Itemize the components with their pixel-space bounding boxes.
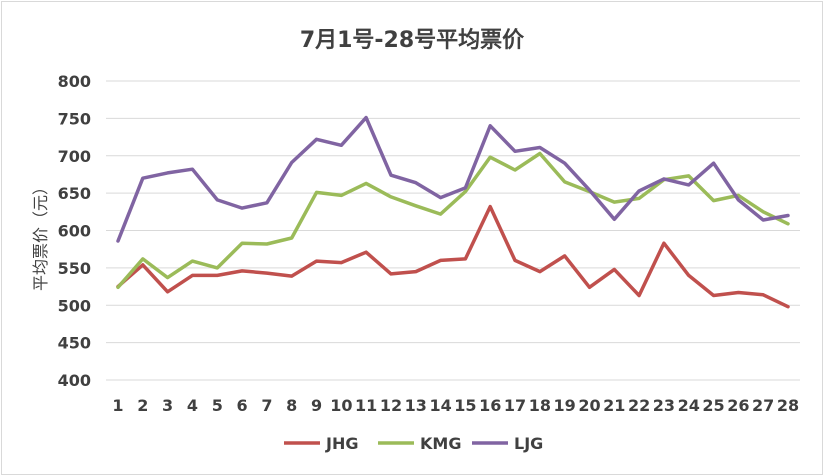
x-tick-label: 4 bbox=[187, 396, 198, 415]
x-tick-label: 24 bbox=[678, 396, 700, 415]
x-tick-label: 12 bbox=[380, 396, 402, 415]
x-tick-label: 9 bbox=[311, 396, 322, 415]
y-tick-label: 700 bbox=[58, 147, 91, 166]
x-tick-label: 20 bbox=[578, 396, 600, 415]
series-lines bbox=[116, 115, 790, 309]
y-tick-label: 600 bbox=[58, 222, 91, 241]
x-tick-label: 8 bbox=[286, 396, 297, 415]
x-tick-label: 19 bbox=[554, 396, 576, 415]
y-tick-label: 500 bbox=[58, 296, 91, 315]
chart-title: 7月1号-28号平均票价 bbox=[300, 27, 525, 53]
x-tick-labels: 1 2 3 4 5 6 7 8 9 10 11 12 13 14 15 16 17 18 19 20 21 22 23 24 2… bbox=[112, 396, 799, 415]
x-tick-label: 17 bbox=[504, 396, 526, 415]
x-tick-label: 28 bbox=[777, 396, 799, 415]
x-tick-label: 22 bbox=[628, 396, 650, 415]
x-tick-label: 27 bbox=[752, 396, 774, 415]
x-tick-label: 23 bbox=[653, 396, 675, 415]
series-line-kmg bbox=[116, 151, 790, 290]
y-tick-label: 550 bbox=[58, 259, 91, 278]
series-line-ljg bbox=[116, 115, 790, 243]
y-tick-label: 650 bbox=[58, 184, 91, 203]
y-tick-label: 800 bbox=[58, 72, 91, 91]
y-tick-label: 750 bbox=[58, 109, 91, 128]
y-axis-label: 平均票价（元） bbox=[31, 179, 50, 291]
gridlines bbox=[106, 80, 800, 381]
x-tick-label: 26 bbox=[727, 396, 749, 415]
legend-label: LJG bbox=[514, 434, 543, 453]
legend-item-jhg: JHG bbox=[284, 434, 358, 453]
x-tick-label: 21 bbox=[603, 396, 625, 415]
x-tick-label: 11 bbox=[355, 396, 377, 415]
x-tick-label: 13 bbox=[405, 396, 427, 415]
x-tick-label: 15 bbox=[454, 396, 476, 415]
x-tick-label: 2 bbox=[137, 396, 148, 415]
legend-item-ljg: LJG bbox=[472, 434, 543, 453]
x-tick-label: 3 bbox=[162, 396, 173, 415]
y-tick-labels: 400 450 500 550 600 650 700 750 800 bbox=[58, 72, 91, 390]
y-tick-label: 400 bbox=[58, 371, 91, 390]
legend: JHG KMG LJG bbox=[284, 434, 543, 453]
series-line-jhg bbox=[116, 204, 790, 309]
legend-label: JHG bbox=[325, 434, 358, 453]
legend-item-kmg: KMG bbox=[378, 434, 461, 453]
x-tick-label: 6 bbox=[237, 396, 248, 415]
x-tick-label: 18 bbox=[529, 396, 551, 415]
legend-label: KMG bbox=[420, 434, 461, 453]
x-tick-label: 16 bbox=[479, 396, 501, 415]
x-tick-label: 1 bbox=[112, 396, 123, 415]
x-tick-label: 10 bbox=[330, 396, 352, 415]
y-tick-label: 450 bbox=[58, 334, 91, 353]
x-tick-label: 25 bbox=[702, 396, 724, 415]
x-tick-label: 14 bbox=[429, 396, 451, 415]
x-tick-label: 5 bbox=[212, 396, 223, 415]
x-tick-label: 7 bbox=[261, 396, 272, 415]
